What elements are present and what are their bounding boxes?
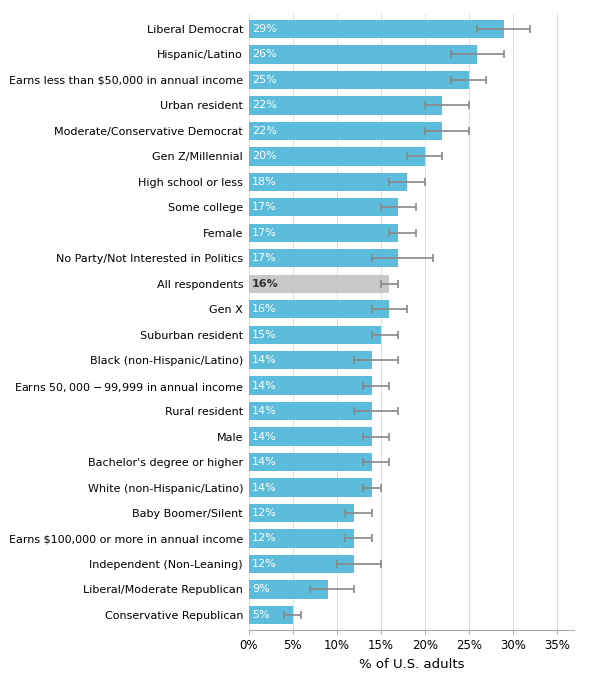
Bar <box>249 300 390 319</box>
Bar <box>249 402 372 421</box>
Text: 17%: 17% <box>252 202 277 212</box>
Bar <box>249 198 398 216</box>
Bar <box>249 580 328 599</box>
Text: 22%: 22% <box>252 101 277 110</box>
Bar <box>249 249 398 267</box>
Bar <box>249 377 372 395</box>
Bar <box>249 530 354 548</box>
Bar <box>249 606 292 624</box>
Text: 14%: 14% <box>252 432 277 442</box>
Bar <box>249 351 372 369</box>
Bar <box>249 71 469 89</box>
Text: 26%: 26% <box>252 49 277 60</box>
Text: 25%: 25% <box>252 75 277 85</box>
Bar <box>249 147 424 166</box>
Text: 14%: 14% <box>252 457 277 467</box>
Text: 18%: 18% <box>252 177 277 187</box>
Bar <box>249 45 477 64</box>
Text: 12%: 12% <box>252 534 277 543</box>
Bar <box>249 555 354 573</box>
Text: 29%: 29% <box>252 24 277 34</box>
Text: 16%: 16% <box>252 304 277 314</box>
Bar <box>249 453 372 471</box>
Text: 9%: 9% <box>252 584 270 595</box>
Bar <box>249 325 381 344</box>
X-axis label: % of U.S. adults: % of U.S. adults <box>359 658 464 671</box>
Text: 15%: 15% <box>252 329 277 340</box>
Bar <box>249 173 407 191</box>
Text: 17%: 17% <box>252 228 277 238</box>
Text: 14%: 14% <box>252 381 277 390</box>
Text: 16%: 16% <box>252 279 279 289</box>
Text: 12%: 12% <box>252 559 277 569</box>
Bar <box>249 122 442 140</box>
Bar <box>249 223 398 242</box>
Bar <box>249 504 354 522</box>
Text: 14%: 14% <box>252 482 277 493</box>
Text: 14%: 14% <box>252 406 277 416</box>
Bar <box>249 20 504 38</box>
Text: 20%: 20% <box>252 151 277 162</box>
Bar <box>249 427 372 446</box>
Text: 12%: 12% <box>252 508 277 518</box>
Text: 17%: 17% <box>252 253 277 263</box>
Bar <box>249 275 390 293</box>
Text: 14%: 14% <box>252 355 277 365</box>
Bar <box>249 96 442 114</box>
Text: 5%: 5% <box>252 610 270 620</box>
Bar <box>249 478 372 497</box>
Text: 22%: 22% <box>252 126 277 136</box>
